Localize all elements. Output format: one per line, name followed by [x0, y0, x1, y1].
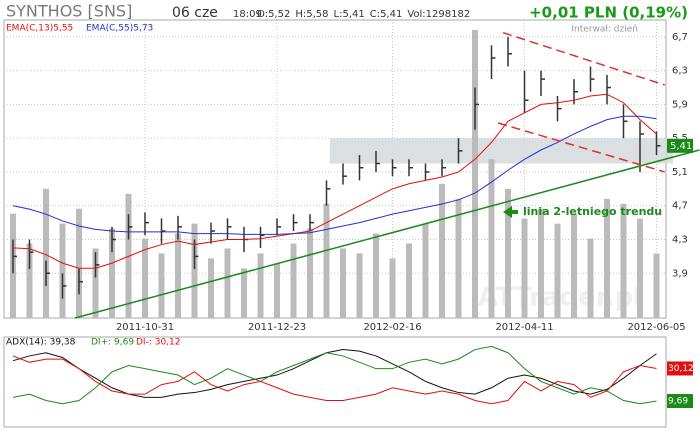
volume-bar — [323, 203, 330, 318]
end-label-box — [667, 361, 693, 376]
main-frame — [3, 19, 667, 319]
volume-bar — [26, 243, 33, 318]
volume-bar — [637, 218, 643, 318]
y-tick-label: 5,5 — [672, 133, 688, 144]
volume-bar — [340, 248, 346, 318]
y-tick-label: 6,7 — [672, 32, 688, 43]
y-tick-label: 5,1 — [672, 167, 688, 178]
indicator-line — [12, 345, 657, 405]
volume-bar — [439, 183, 445, 318]
adx-frame — [3, 336, 667, 428]
ema-line — [12, 115, 657, 235]
volume-bar — [224, 248, 231, 318]
trend-label: linia 2-letniego trendu — [523, 205, 662, 218]
volume-bar — [191, 223, 198, 318]
volume-bar — [59, 223, 66, 318]
end-label: 9,69 — [668, 397, 688, 407]
last-price-label: 5,41 — [670, 141, 692, 152]
volume-bar — [175, 233, 181, 318]
volume-bar — [422, 223, 429, 318]
volume-bar — [158, 253, 165, 318]
volume-bar — [571, 213, 577, 318]
trend-line — [74, 149, 700, 319]
x-tick-label: 2012-02-16 — [363, 322, 421, 333]
volume-bar — [208, 258, 214, 318]
last-price-box — [667, 138, 693, 153]
x-tick-label: 2012-04-11 — [495, 322, 553, 333]
volume-bar — [472, 29, 478, 319]
volume-bar — [554, 223, 561, 318]
volume-bar — [356, 253, 363, 318]
channel-line — [502, 31, 665, 86]
date: 06 cze — [172, 5, 218, 21]
end-label-box — [667, 394, 693, 409]
chart-title: SYNTHOS [SNS] — [6, 2, 132, 21]
quote-item: C:5,41 — [370, 9, 403, 20]
channel-line — [497, 122, 665, 173]
indicator-line — [12, 355, 657, 405]
y-tick-label: 4,7 — [672, 201, 688, 212]
volume-bar — [43, 188, 49, 318]
volume-bar — [142, 238, 148, 318]
legend-entry: DI-: 30,12 — [136, 338, 181, 348]
volume-bar — [373, 233, 379, 318]
indicator-line — [12, 349, 657, 398]
volume-bar — [406, 243, 412, 318]
legend-entry: DI+: 9,69 — [91, 338, 134, 348]
end-label: 30,12 — [668, 364, 694, 374]
trend-arrow — [503, 206, 518, 218]
volume-bar — [76, 208, 82, 318]
quote-item: H:5,58 — [295, 9, 328, 20]
volume-bar — [587, 238, 594, 318]
quote-item: O:5,52 — [257, 9, 290, 20]
quote-item: Vol:1298182 — [407, 9, 470, 20]
volume-bar — [109, 228, 115, 318]
volume-bar — [653, 253, 660, 318]
y-tick-label: 3,9 — [672, 268, 688, 279]
volume-bar — [538, 208, 544, 318]
volume-bar — [92, 248, 99, 318]
support-zone — [329, 138, 673, 164]
volume-bar — [389, 258, 396, 318]
legend-entry: ADX(14): 39,38 — [6, 338, 76, 348]
ema-line — [12, 93, 657, 269]
time: 18:09 — [233, 9, 262, 20]
quote: O:5,52 H:5,58 L:5,41 C:5,41 Vol:1298182 — [257, 9, 470, 20]
x-tick-label: 2012-06-05 — [627, 322, 685, 333]
volume-bar — [620, 203, 627, 318]
x-tick-label: 2011-12-23 — [248, 322, 306, 333]
legend-entry: EMA(C,13)5,55 — [6, 24, 73, 34]
legend-entry: EMA(C,55)5,73 — [86, 24, 153, 34]
volume-bar — [290, 243, 297, 318]
interval: Interwał: dzień — [571, 25, 638, 35]
x-tick-label: 2011-10-31 — [116, 322, 174, 333]
change: +0,01 PLN (0,19%) — [529, 4, 688, 22]
volume-bar — [521, 218, 528, 318]
volume-bar — [604, 198, 610, 318]
volume-bar — [505, 188, 511, 318]
volume-bar — [241, 268, 247, 318]
y-tick-label: 5,9 — [672, 99, 688, 110]
volume-bar — [307, 228, 313, 318]
quote-item: L:5,41 — [334, 9, 365, 20]
volume-bar — [455, 198, 462, 318]
volume-bar — [257, 253, 264, 318]
y-tick-label: 4,3 — [672, 234, 688, 245]
y-tick-label: 6,3 — [672, 66, 688, 77]
volume-bar — [274, 263, 280, 318]
volume-bar — [488, 159, 495, 318]
